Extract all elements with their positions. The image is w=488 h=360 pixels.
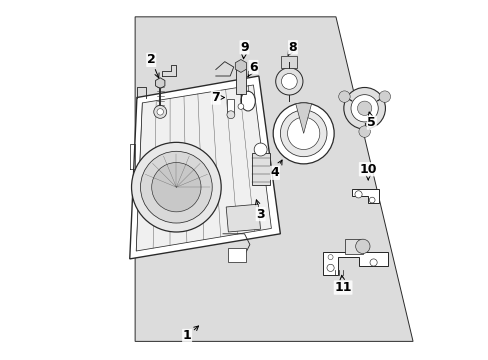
Polygon shape (351, 189, 378, 203)
Text: 3: 3 (255, 200, 264, 221)
Bar (227, 99, 234, 114)
Bar (251, 153, 269, 185)
Text: 4: 4 (270, 160, 282, 179)
Circle shape (350, 95, 378, 122)
Circle shape (140, 151, 212, 223)
Text: 8: 8 (287, 41, 297, 55)
Bar (281, 56, 297, 68)
Bar (344, 239, 362, 253)
Bar (228, 248, 246, 262)
Text: 2: 2 (146, 53, 159, 78)
Circle shape (355, 239, 369, 253)
Polygon shape (323, 252, 387, 275)
Circle shape (157, 109, 163, 115)
Circle shape (358, 126, 369, 137)
Circle shape (327, 255, 332, 260)
Polygon shape (135, 17, 412, 341)
Circle shape (281, 73, 297, 89)
Circle shape (378, 91, 390, 102)
Text: 1: 1 (183, 326, 198, 342)
Text: 9: 9 (240, 41, 248, 59)
Circle shape (343, 87, 385, 129)
Wedge shape (295, 103, 311, 134)
Bar (226, 204, 260, 232)
Circle shape (326, 264, 333, 271)
Circle shape (254, 143, 266, 156)
Circle shape (226, 111, 234, 119)
Circle shape (153, 105, 166, 118)
Circle shape (131, 142, 221, 232)
Circle shape (273, 103, 333, 164)
Polygon shape (235, 59, 246, 72)
Polygon shape (136, 85, 271, 251)
Circle shape (151, 162, 201, 212)
Circle shape (275, 68, 303, 95)
Circle shape (354, 191, 362, 198)
Text: 6: 6 (247, 60, 257, 77)
Text: 7: 7 (211, 91, 224, 104)
Circle shape (357, 101, 371, 116)
Ellipse shape (241, 91, 255, 111)
Text: 5: 5 (366, 112, 375, 129)
Polygon shape (155, 78, 164, 89)
Circle shape (368, 197, 374, 203)
Text: 10: 10 (359, 163, 376, 180)
Circle shape (238, 104, 244, 109)
Circle shape (369, 259, 376, 266)
Text: 11: 11 (334, 275, 351, 294)
Circle shape (280, 110, 326, 157)
Polygon shape (129, 76, 280, 259)
Circle shape (287, 117, 319, 149)
Circle shape (338, 91, 349, 102)
Bar (235, 69, 245, 94)
